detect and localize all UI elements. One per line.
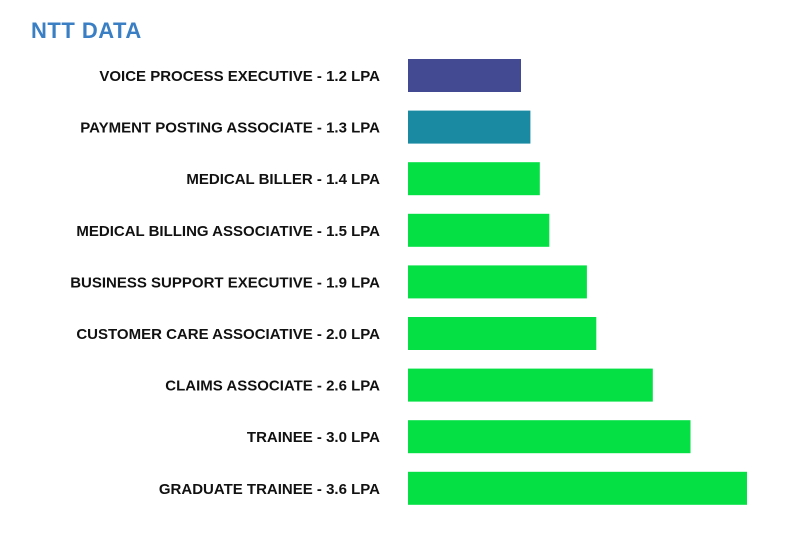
bar xyxy=(408,162,540,196)
bar xyxy=(408,420,691,454)
category-label: VOICE PROCESS EXECUTIVE - 1.2 LPA xyxy=(99,68,380,85)
category-label: CUSTOMER CARE ASSOCIATIVE - 2.0 LPA xyxy=(76,326,380,343)
category-label: CLAIMS ASSOCIATE - 2.6 LPA xyxy=(165,378,380,395)
category-label: BUSINESS SUPPORT EXECUTIVE - 1.9 LPA xyxy=(70,274,380,291)
category-label: TRAINEE - 3.0 LPA xyxy=(247,429,380,446)
ntt-data-logo: NTT DATA xyxy=(31,18,142,43)
bars-group xyxy=(408,59,747,505)
category-label: MEDICAL BILLING ASSOCIATIVE - 1.5 LPA xyxy=(76,223,380,240)
bar xyxy=(408,471,747,505)
bar xyxy=(408,368,653,402)
bar xyxy=(408,265,587,299)
category-label: PAYMENT POSTING ASSOCIATE - 1.3 LPA xyxy=(80,120,380,137)
bar xyxy=(408,213,550,247)
category-label: GRADUATE TRAINEE - 3.6 LPA xyxy=(159,481,380,498)
category-labels: VOICE PROCESS EXECUTIVE - 1.2 LPA PAYMENT… xyxy=(70,68,380,498)
category-label: MEDICAL BILLER - 1.4 LPA xyxy=(186,171,380,188)
bar xyxy=(408,59,521,92)
bar xyxy=(408,110,531,144)
bar xyxy=(408,317,597,350)
